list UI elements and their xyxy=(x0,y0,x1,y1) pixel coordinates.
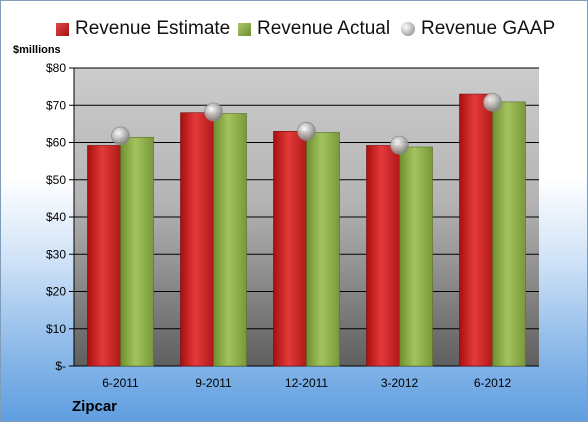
legend-swatch-revenue-estimate xyxy=(56,22,69,36)
marker-revenue-gaap xyxy=(297,121,316,141)
bar-revenue-estimate xyxy=(366,145,400,367)
marker-revenue-gaap xyxy=(204,102,223,122)
legend: Revenue Estimate Revenue Actual Revenue … xyxy=(1,15,588,43)
y-tick-label: $60 xyxy=(46,136,66,150)
y-tick-label: $- xyxy=(55,359,66,373)
legend-item-revenue-actual: Revenue Actual xyxy=(238,15,390,43)
marker-revenue-gaap xyxy=(483,92,502,112)
legend-item-revenue-estimate: Revenue Estimate xyxy=(56,15,230,43)
y-tick-label: $10 xyxy=(46,322,66,336)
legend-label-revenue-actual: Revenue Actual xyxy=(257,18,391,39)
marker-revenue-gaap xyxy=(390,135,409,155)
legend-item-revenue-gaap: Revenue GAAP xyxy=(401,15,555,43)
y-tick-label: $50 xyxy=(46,173,66,187)
y-axis-unit-label: $millions xyxy=(13,44,61,56)
bar-revenue-estimate xyxy=(459,93,493,367)
y-tick-label: $80 xyxy=(46,61,66,75)
bar-revenue-actual xyxy=(399,146,433,367)
x-tick-label: 6-2011 xyxy=(102,376,139,390)
bar-revenue-estimate xyxy=(87,145,121,367)
x-tick-label: 3-2012 xyxy=(381,376,419,390)
bar-revenue-actual xyxy=(306,132,340,367)
legend-label-revenue-estimate: Revenue Estimate xyxy=(75,18,231,39)
bar-revenue-actual xyxy=(213,113,247,367)
legend-marker-revenue-gaap xyxy=(401,22,415,36)
bar-revenue-estimate xyxy=(180,112,214,367)
x-tick-label: 6-2012 xyxy=(474,376,512,390)
x-tick-label: 9-2011 xyxy=(195,376,232,390)
bar-revenue-estimate xyxy=(273,131,307,367)
y-tick-label: $30 xyxy=(46,247,66,261)
legend-swatch-revenue-actual xyxy=(238,22,251,36)
bar-revenue-actual xyxy=(120,136,154,367)
y-tick-label: $20 xyxy=(46,285,66,299)
x-tick-label: 12-2011 xyxy=(285,376,328,390)
marker-revenue-gaap xyxy=(111,126,130,146)
company-name: Zipcar xyxy=(72,398,118,415)
bar-revenue-actual xyxy=(492,101,526,367)
legend-label-revenue-gaap: Revenue GAAP xyxy=(421,18,556,39)
y-tick-label: $40 xyxy=(46,210,66,224)
y-tick-label: $70 xyxy=(46,98,66,112)
